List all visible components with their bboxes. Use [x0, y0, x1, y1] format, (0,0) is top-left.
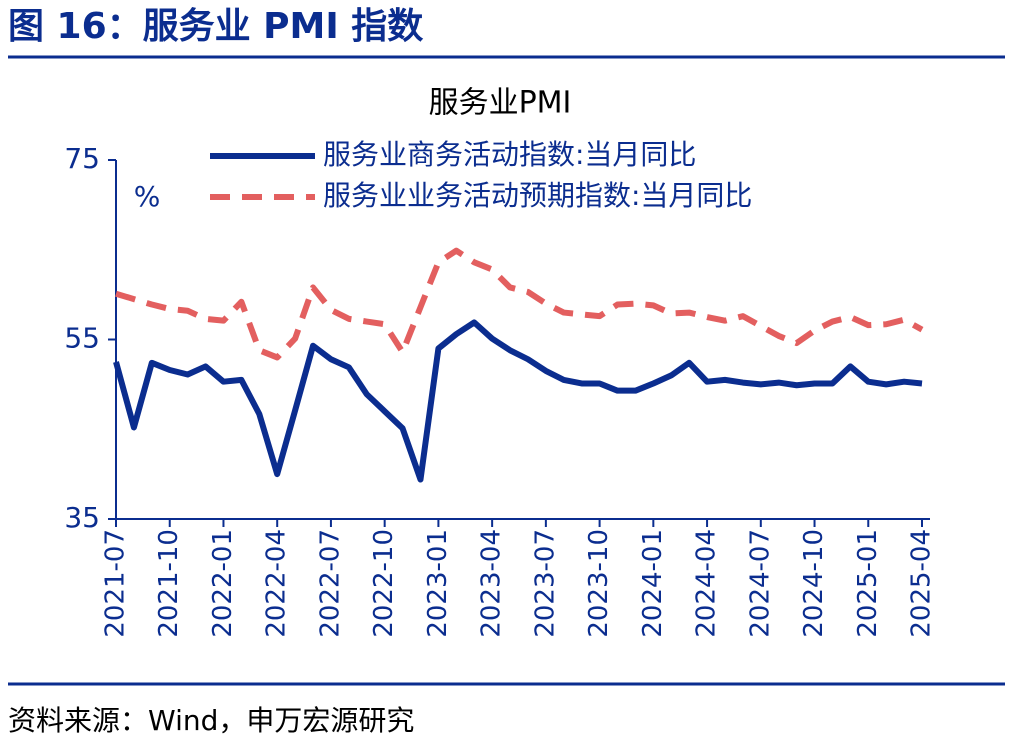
y-tick-label: 35	[64, 501, 100, 534]
x-tick-label: 2024-04	[692, 529, 722, 638]
x-tick-label: 2024-10	[799, 529, 829, 638]
x-tick-label: 2021-07	[101, 529, 131, 638]
y-unit: %	[134, 180, 161, 213]
x-tick-label: 2022-10	[369, 529, 399, 638]
series-line	[115, 247, 924, 361]
y-tick-label: 75	[64, 142, 100, 175]
x-tick-label: 2023-01	[423, 529, 453, 638]
x-tick-label: 2024-07	[745, 529, 775, 638]
header-title: 图 16：服务业 PMI 指数	[8, 6, 423, 47]
x-tick-label: 2023-07	[530, 529, 560, 638]
x-tick-label: 2022-01	[208, 529, 238, 638]
x-tick-label: 2022-04	[262, 529, 292, 638]
x-tick-label: 2021-10	[154, 529, 184, 638]
x-tick-label: 2024-01	[638, 529, 668, 638]
x-tick-label: 2025-04	[907, 529, 937, 638]
legend-label: 服务业业务活动预期指数:当月同比	[323, 179, 752, 212]
y-tick-label: 55	[64, 322, 100, 355]
x-tick-label: 2023-04	[477, 529, 507, 638]
chart-title: 服务业PMI	[429, 86, 572, 121]
x-tick-label: 2025-01	[853, 529, 883, 638]
series-line	[113, 319, 923, 483]
x-tick-label: 2023-10	[584, 529, 614, 638]
source: 资料来源：Wind，申万宏源研究	[8, 704, 414, 737]
x-tick-label: 2022-07	[315, 529, 345, 638]
legend-label: 服务业商务活动指数:当月同比	[323, 138, 696, 171]
